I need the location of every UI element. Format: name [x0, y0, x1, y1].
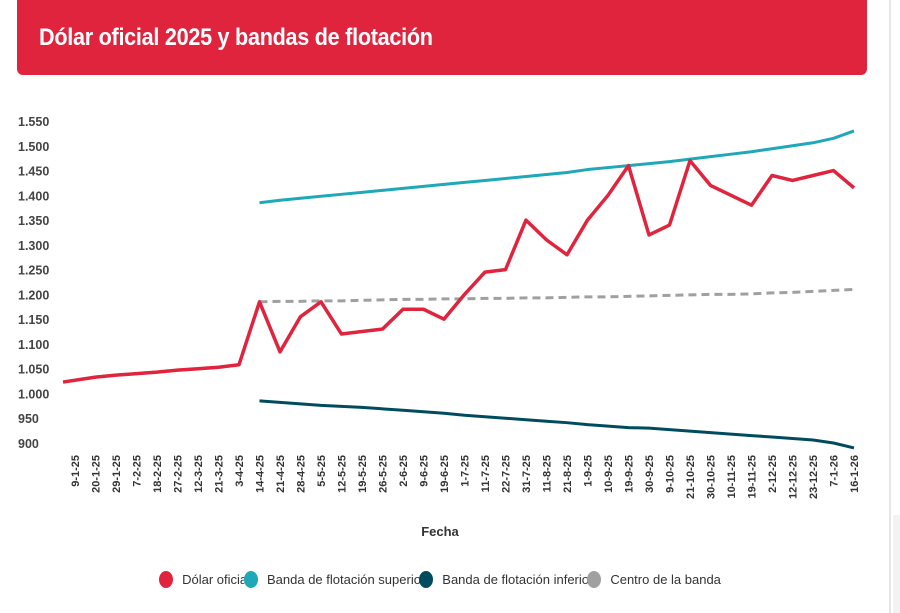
x-tick-label: 10-9-25: [603, 455, 615, 493]
y-tick-label: 1.500: [18, 140, 49, 154]
x-tick-label: 29-1-25: [111, 455, 123, 493]
x-tick-label: 16-1-26: [849, 455, 861, 493]
x-tick-label: 20-1-25: [91, 455, 103, 493]
chart-header: Dólar oficial 2025 y bandas de flotación: [17, 0, 867, 75]
x-tick-label: 27-2-25: [173, 455, 185, 493]
x-tick-label: 2-6-25: [398, 455, 410, 487]
legend-marker-icon: [159, 571, 174, 588]
x-tick-label: 26-5-25: [378, 455, 390, 493]
x-tick-label: 22-7-25: [501, 455, 513, 493]
x-axis-label: Fecha: [421, 524, 459, 539]
legend-item[interactable]: Centro de la banda: [587, 571, 721, 588]
y-tick-label: 1.200: [18, 288, 49, 302]
x-tick-label: 2-12-25: [767, 455, 779, 493]
x-tick-label: 3-4-25: [234, 455, 246, 487]
chart-title: Dólar oficial 2025 y bandas de flotación: [39, 24, 433, 51]
y-tick-label: 1.150: [18, 313, 49, 327]
x-tick-label: 28-4-25: [296, 455, 308, 493]
x-tick-label: 23-12-25: [808, 455, 820, 499]
x-tick-label: 1-9-25: [583, 455, 595, 487]
legend-marker-icon: [587, 571, 602, 588]
legend-marker-icon: [244, 571, 258, 588]
x-tick-label: 30-10-25: [706, 455, 718, 499]
x-tick-label: 21-8-25: [562, 455, 574, 493]
y-tick-label: 900: [18, 437, 39, 451]
series-line-0: [62, 158, 856, 384]
y-tick-label: 1.050: [18, 363, 49, 377]
x-tick-label: 11-7-25: [480, 455, 492, 492]
x-tick-label: 21-3-25: [214, 455, 226, 493]
legend-label: Banda de flotación superior: [267, 572, 426, 587]
y-tick-label: 1.100: [18, 338, 49, 352]
y-tick-label: 1.400: [18, 189, 49, 203]
x-tick-label: 19-11-25: [747, 455, 759, 498]
series-line-2: [259, 399, 855, 450]
legend: Dólar oficial Banda de flotación superior…: [0, 571, 900, 588]
side-panel-edge: [893, 515, 900, 613]
x-tick-label: 7-2-25: [132, 455, 144, 487]
legend-item[interactable]: Dólar oficial: [159, 571, 250, 588]
x-tick-label: 19-9-25: [624, 455, 636, 493]
x-tick-label: 19-6-25: [439, 455, 451, 493]
legend-label: Banda de flotación inferior: [442, 572, 594, 587]
legend-label: Centro de la banda: [610, 572, 721, 587]
x-tick-label: 31-7-25: [521, 455, 533, 493]
x-tick-label: 21-10-25: [685, 455, 697, 499]
legend-item[interactable]: Banda de flotación inferior: [419, 571, 593, 588]
x-tick-label: 11-8-25: [542, 455, 554, 492]
legend-item[interactable]: Banda de flotación superior: [244, 571, 425, 588]
series-line-3: [259, 287, 855, 304]
y-tick-label: 1.000: [18, 387, 49, 401]
x-tick-label: 9-10-25: [665, 455, 677, 493]
y-tick-label: 1.300: [18, 239, 49, 253]
x-tick-label: 1-7-25: [460, 455, 472, 487]
y-tick-label: 1.550: [18, 115, 49, 129]
x-tick-label: 14-4-25: [255, 455, 267, 493]
legend-marker-icon: [419, 571, 434, 588]
x-tick-label: 18-2-25: [152, 455, 164, 493]
x-tick-label: 19-5-25: [357, 455, 369, 493]
series-line-1: [259, 129, 855, 205]
x-tick-label: 12-12-25: [788, 455, 800, 499]
x-tick-label: 12-5-25: [337, 455, 349, 493]
x-tick-label: 10-11-25: [726, 455, 738, 498]
x-tick-label: 9-6-25: [419, 455, 431, 487]
y-tick-label: 1.350: [18, 214, 49, 228]
x-tick-label: 30-9-25: [644, 455, 656, 493]
y-tick-label: 1.250: [18, 264, 49, 278]
y-tick-label: 1.450: [18, 165, 49, 179]
panel-divider: [889, 0, 891, 613]
x-tick-label: 9-1-25: [70, 455, 82, 487]
y-tick-label: 950: [18, 412, 39, 426]
x-tick-label: 21-4-25: [275, 455, 287, 493]
x-tick-label: 12-3-25: [193, 455, 205, 493]
x-tick-label: 7-1-26: [829, 455, 841, 487]
legend-label: Dólar oficial: [182, 572, 250, 587]
x-tick-label: 5-5-25: [316, 455, 328, 487]
